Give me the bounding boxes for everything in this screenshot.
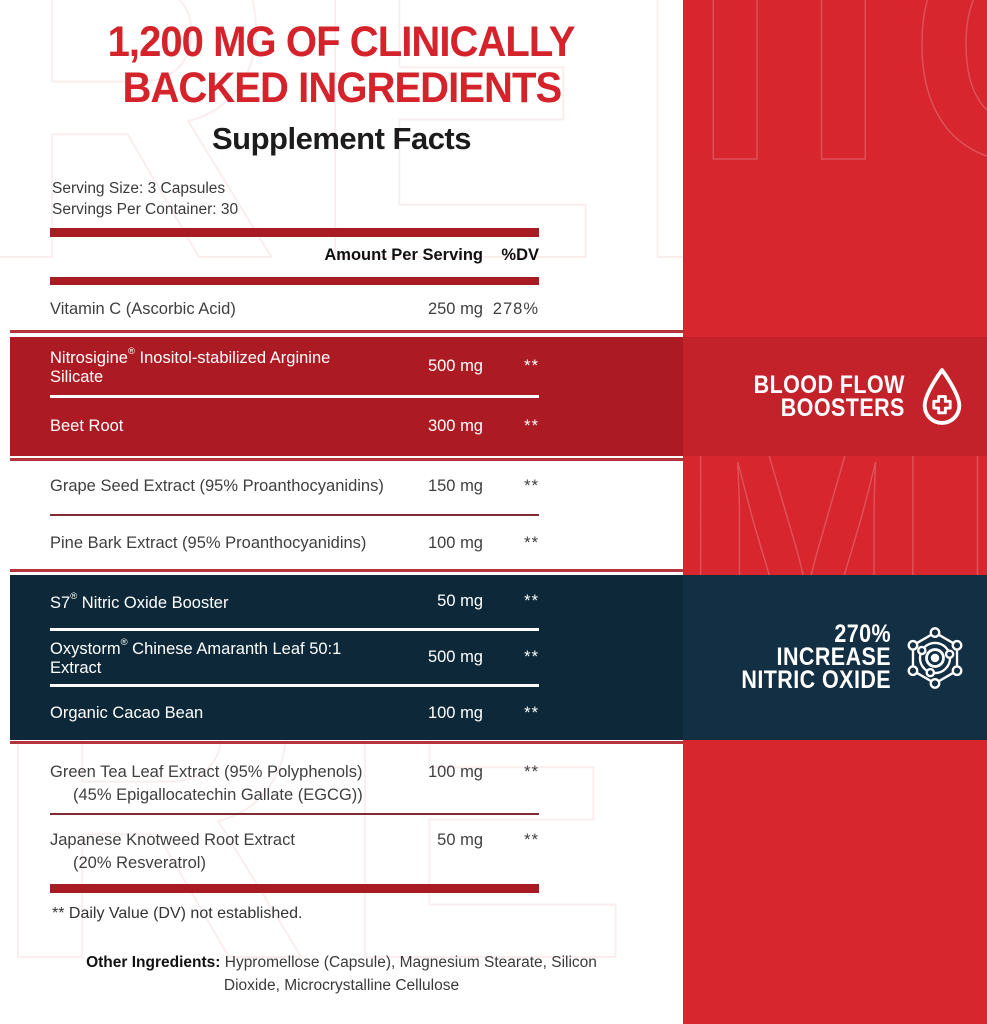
table-row: Vitamin C (Ascorbic Acid) 250 mg 278% xyxy=(50,286,539,333)
table-row: S7® Nitric Oxide Booster 50 mg ** xyxy=(50,575,539,628)
ingredient-dv: ** xyxy=(524,647,539,666)
ingredient-name: Beet Root xyxy=(50,417,124,435)
table-row: Japanese Knotweed Root Extract (20% Resv… xyxy=(50,830,539,873)
ingredient-dv: ** xyxy=(524,703,539,722)
blood-flow-callout-text: BLOOD FLOW BOOSTERS xyxy=(753,370,905,422)
ingredient-name: S7® Nitric Oxide Booster xyxy=(50,590,229,612)
blood-flow-callout: BLOOD FLOW BOOSTERS xyxy=(683,337,987,456)
divider-bar xyxy=(50,884,539,893)
servings-per-container: Servings Per Container: 30 xyxy=(52,201,239,218)
table-row: Grape Seed Extract (95% Proanthocyanidin… xyxy=(50,459,539,514)
headline-line1: 1,200 MG OF CLINICALLY xyxy=(108,18,576,66)
ingredient-amount: 100 mg xyxy=(427,534,483,552)
ingredient-subname: (20% Resveratrol) xyxy=(73,854,206,872)
ingredient-dv: ** xyxy=(524,477,539,495)
ingredient-amount: 150 mg xyxy=(427,477,483,495)
ingredient-dv: ** xyxy=(524,417,539,435)
row-divider xyxy=(50,514,539,516)
ingredient-name: Grape Seed Extract (95% Proanthocyanidin… xyxy=(50,477,384,495)
ingredient-name: Green Tea Leaf Extract (95% Polyphenols)… xyxy=(50,762,388,805)
table-row: Organic Cacao Bean 100 mg ** xyxy=(50,687,539,740)
table-row: Beet Root 300 mg ** xyxy=(50,398,539,456)
band-edge-line xyxy=(10,458,683,461)
band-edge-line xyxy=(10,569,683,572)
nitric-oxide-callout: 270% INCREASE NITRIC OXIDE xyxy=(683,575,987,740)
band-divider xyxy=(50,628,539,631)
table-row: Nitrosigine® Inositol-stabilized Arginin… xyxy=(50,337,539,395)
table-header: Amount Per Serving %DV xyxy=(50,246,539,265)
ingredient-name: Pine Bark Extract (95% Proanthocyanidins… xyxy=(50,534,367,552)
table-row: Oxystorm® Chinese Amaranth Leaf 50:1 Ext… xyxy=(50,631,539,684)
registered-mark: ® xyxy=(127,345,135,357)
ingredient-dv: ** xyxy=(524,763,539,781)
divider-bar xyxy=(50,228,539,237)
serving-size: Serving Size: 3 Capsules xyxy=(52,180,226,197)
ingredient-name: Oxystorm® Chinese Amaranth Leaf 50:1 Ext… xyxy=(50,636,342,677)
panel-title: Supplement Facts xyxy=(212,121,472,156)
blood-drop-icon xyxy=(922,367,962,425)
ingredient-name: Organic Cacao Bean xyxy=(50,703,204,722)
ingredient-dv: ** xyxy=(524,534,539,552)
band-edge-line xyxy=(10,330,683,333)
blood-flow-band: Nitrosigine® Inositol-stabilized Arginin… xyxy=(10,337,683,456)
registered-mark: ® xyxy=(70,590,78,602)
red-side-panel: IIC MIU BLOOD FLOW BOOSTERS 270% INCREAS… xyxy=(683,0,987,1024)
ingredient-dv: ** xyxy=(524,356,539,375)
ingredient-amount: 50 mg xyxy=(437,592,483,611)
ingredient-subname: (45% Epigallocatechin Gallate (EGCG)) xyxy=(73,786,363,804)
other-ingredients-label: Other Ingredients: xyxy=(86,954,221,971)
ingredient-name: Japanese Knotweed Root Extract (20% Resv… xyxy=(50,830,388,873)
other-ingredients: Other Ingredients: Hypromellose (Capsule… xyxy=(86,954,597,994)
band-divider xyxy=(50,395,539,398)
row-divider xyxy=(50,813,539,815)
headline-line2: BACKED INGREDIENTS xyxy=(122,64,562,112)
ingredient-name: Vitamin C (Ascorbic Acid) xyxy=(50,300,236,318)
column-header-dv: %DV xyxy=(501,246,539,264)
molecule-icon xyxy=(907,626,963,689)
ingredient-amount: 100 mg xyxy=(427,763,483,781)
table-row: Pine Bark Extract (95% Proanthocyanidins… xyxy=(50,516,539,571)
background-watermark: IIC xyxy=(692,0,987,229)
ingredient-amount: 100 mg xyxy=(427,703,483,722)
nitric-oxide-callout-text: 270% INCREASE NITRIC OXIDE xyxy=(741,620,891,694)
band-divider xyxy=(50,684,539,687)
ingredient-dv: ** xyxy=(524,592,539,611)
nitric-oxide-band: S7® Nitric Oxide Booster 50 mg ** Oxysto… xyxy=(10,575,683,740)
dv-footnote: ** Daily Value (DV) not established. xyxy=(52,905,303,922)
ingredient-amount: 500 mg xyxy=(427,356,483,375)
ingredient-name: Nitrosigine® Inositol-stabilized Arginin… xyxy=(50,345,331,386)
ingredient-amount: 300 mg xyxy=(427,417,483,435)
ingredient-dv: ** xyxy=(524,831,539,849)
divider-bar xyxy=(50,277,539,285)
table-row: Green Tea Leaf Extract (95% Polyphenols)… xyxy=(50,762,539,805)
band-edge-line xyxy=(10,741,683,744)
ingredient-amount: 250 mg xyxy=(427,300,483,318)
ingredient-amount: 50 mg xyxy=(437,831,483,849)
column-header-amount: Amount Per Serving xyxy=(324,246,483,264)
ingredient-amount: 500 mg xyxy=(427,647,483,666)
registered-mark: ® xyxy=(120,636,128,648)
ingredient-dv: 278% xyxy=(492,300,539,318)
